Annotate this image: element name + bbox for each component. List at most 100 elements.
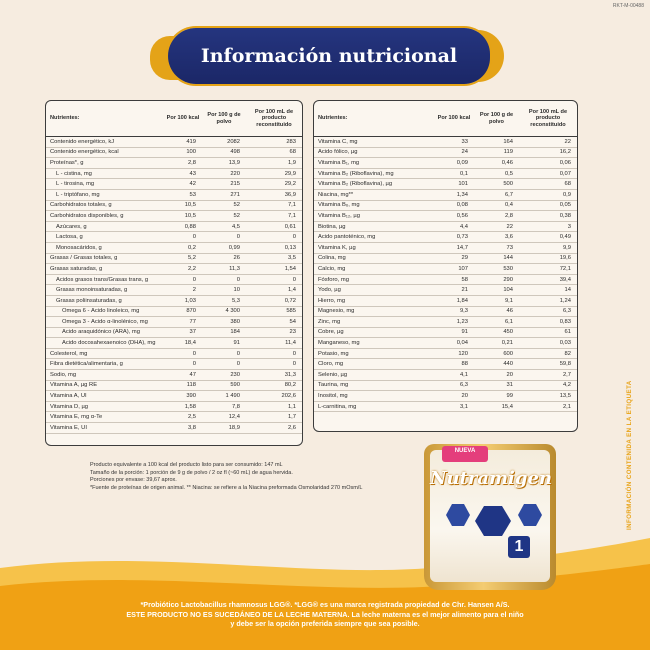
value-per-100kcal: 14,7 — [456, 244, 468, 251]
value-per-100kcal: 4,4 — [459, 223, 468, 230]
value-per-100kcal: 33 — [461, 138, 468, 145]
nutrient-name: Niacina, mg** — [318, 191, 354, 198]
stage-number: 1 — [508, 536, 530, 558]
value-per-100ml: 68 — [564, 181, 571, 188]
header-per-100ml: Por 100 mL de producto reconstituido — [254, 108, 294, 128]
table-row: Vitamina K, µg 14,7 73 9,9 — [314, 243, 577, 254]
nutrient-name: Fibra dietética/alimentaria, g — [50, 361, 123, 368]
table-row: Vitamina A, µg RE 118 590 80,2 — [46, 381, 302, 392]
value-per-100ml: 1,24 — [559, 297, 571, 304]
nutrient-name: Fósforo, mg — [318, 276, 349, 283]
value-per-100g: 271 — [230, 191, 240, 198]
value-per-100g: 498 — [230, 149, 240, 156]
nutrient-name: Grasas saturadas, g — [50, 265, 103, 272]
value-per-100ml: 283 — [286, 138, 296, 145]
value-per-100kcal: 2,5 — [187, 414, 196, 421]
value-per-100kcal: 4,1 — [459, 371, 468, 378]
page-title: Información nutricional — [200, 45, 458, 67]
table-header: Nutrientes: Por 100 kcal Por 100 g de po… — [46, 101, 302, 137]
title-banner — [168, 28, 490, 84]
value-per-100g: 6,1 — [504, 318, 513, 325]
value-per-100g: 184 — [230, 329, 240, 336]
hex-icon — [518, 504, 542, 526]
value-per-100ml: 82 — [564, 350, 571, 357]
value-per-100ml: 11,4 — [285, 340, 296, 347]
nutrient-name: Contenido energético, kJ — [50, 138, 115, 145]
value-per-100kcal: 0,04 — [456, 340, 468, 347]
table-row: Vitamina B₆, mg 0,08 0,4 0,05 — [314, 201, 577, 212]
value-per-100g: 0,4 — [504, 202, 513, 209]
value-per-100kcal: 0,88 — [184, 223, 196, 230]
header-nutrients: Nutrientes: — [50, 115, 80, 122]
value-per-100g: 91 — [233, 340, 240, 347]
hex-icon — [475, 506, 511, 536]
nutrient-name: Vitamina K, µg — [318, 244, 356, 251]
value-per-100kcal: 1,58 — [184, 403, 196, 410]
table-row: Yodo, µg 21 104 14 — [314, 285, 577, 296]
value-per-100g: 220 — [230, 170, 240, 177]
nutrient-name: Vitamina D, µg — [50, 403, 89, 410]
value-per-100g: 99 — [506, 393, 513, 400]
value-per-100g: 1 490 — [225, 393, 240, 400]
value-per-100g: 6,7 — [504, 191, 513, 198]
value-per-100g: 0,46 — [501, 159, 513, 166]
value-per-100kcal: 88 — [461, 361, 468, 368]
footnotes: Producto equivalente a 100 kcal del prod… — [90, 462, 410, 492]
table-row: Biotina, µg 4,4 22 3 — [314, 222, 577, 233]
table-row: L - tirosina, mg 42 215 29,2 — [46, 179, 302, 190]
value-per-100ml: 202,6 — [281, 393, 296, 400]
value-per-100g: 0 — [236, 234, 240, 241]
value-per-100g: 0 — [236, 350, 240, 357]
table-row: Ácido docosahexaenoico (DHA), mg 18,4 91 11… — [46, 338, 302, 349]
table-row: Taurina, mg 6,3 31 4,2 — [314, 381, 577, 392]
nutrient-name: L - tirosina, mg — [56, 181, 95, 188]
value-per-100ml: 0,72 — [284, 297, 296, 304]
table-row: Hierro, mg 1,84 9,1 1,24 — [314, 296, 577, 307]
value-per-100g: 2082 — [227, 138, 240, 145]
table-row: Ácido pantoténico, mg 0,73 3,6 0,49 — [314, 232, 577, 243]
value-per-100ml: 0 — [292, 361, 296, 368]
value-per-100g: 500 — [503, 181, 513, 188]
disclaimer: *Probiótico Lactobacillus rhamnosus LGG®… — [0, 600, 650, 629]
value-per-100kcal: 37 — [189, 329, 196, 336]
table-row: Colina, mg 29 144 19,6 — [314, 254, 577, 265]
table-row: L - cistina, mg 43 220 29,9 — [46, 169, 302, 180]
value-per-100kcal: 24 — [461, 149, 468, 156]
value-per-100ml: 22 — [564, 138, 571, 145]
value-per-100kcal: 3,1 — [459, 403, 468, 410]
table-row: L - triptófano, mg 53 271 36,9 — [46, 190, 302, 201]
nutrient-name: Vitamina B₂ (Riboflavina), µg — [318, 181, 393, 188]
table-row: Vitamina D, µg 1,58 7,8 1,1 — [46, 402, 302, 413]
table-row: Sodio, mg 47 230 31,3 — [46, 370, 302, 381]
table-row: Inositol, mg 20 99 13,5 — [314, 391, 577, 402]
nutrition-table-left: Nutrientes: Por 100 kcal Por 100 g de po… — [45, 100, 303, 446]
value-per-100g: 119 — [503, 149, 513, 156]
table-row: Cloro, mg 88 440 59,8 — [314, 359, 577, 371]
note-line: Porciones por envase: 39,67 aprox. — [90, 477, 177, 484]
value-per-100g: 9,1 — [504, 297, 513, 304]
value-per-100ml: 2,6 — [287, 424, 296, 431]
value-per-100kcal: 1,34 — [456, 191, 468, 198]
value-per-100g: 73 — [506, 244, 513, 251]
value-per-100ml: 39,4 — [559, 276, 571, 283]
header-nutrients: Nutrientes: — [318, 115, 348, 122]
value-per-100kcal: 2,8 — [187, 159, 196, 166]
value-per-100ml: 0 — [292, 276, 296, 283]
table-row: Niacina, mg** 1,34 6,7 0,9 — [314, 190, 577, 201]
value-per-100g: 13,9 — [228, 159, 240, 166]
new-badge: NUEVA — [442, 446, 488, 462]
value-per-100kcal: 1,23 — [456, 318, 468, 325]
nutrient-name: Sodio, mg — [50, 371, 77, 378]
value-per-100ml: 0,07 — [559, 170, 571, 177]
table-row: Ácido fólico, µg 24 119 16,2 — [314, 148, 577, 159]
value-per-100kcal: 101 — [458, 181, 468, 188]
value-per-100kcal: 10,5 — [184, 202, 196, 209]
table-row: Carbohidratos disponibles, g 10,5 52 7,1 — [46, 211, 302, 222]
value-per-100ml: 0 — [292, 350, 296, 357]
value-per-100kcal: 0 — [192, 276, 196, 283]
value-per-100g: 0,99 — [228, 244, 240, 251]
value-per-100kcal: 0,2 — [187, 244, 196, 251]
table-row: Grasas saturadas, g 2,2 11,3 1,54 — [46, 264, 302, 275]
value-per-100kcal: 91 — [461, 329, 468, 336]
value-per-100ml: 3 — [567, 223, 571, 230]
